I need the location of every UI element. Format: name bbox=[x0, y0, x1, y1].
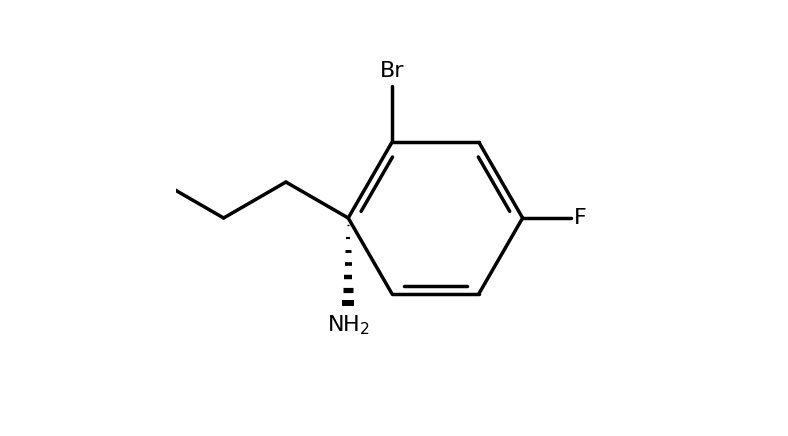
Text: Br: Br bbox=[380, 61, 404, 82]
Text: NH$_2$: NH$_2$ bbox=[327, 313, 370, 337]
Text: F: F bbox=[574, 208, 587, 228]
